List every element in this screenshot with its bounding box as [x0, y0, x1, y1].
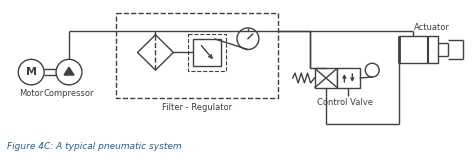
Text: M: M	[26, 67, 36, 77]
Text: Control Valve: Control Valve	[318, 98, 374, 107]
Text: Actuator: Actuator	[414, 23, 450, 32]
Circle shape	[237, 28, 259, 49]
Circle shape	[18, 59, 44, 85]
Bar	[399, 36, 438, 63]
Bar	[193, 39, 221, 66]
Bar	[188, 34, 226, 71]
Bar	[337, 68, 360, 88]
Circle shape	[56, 59, 82, 85]
Circle shape	[365, 63, 379, 77]
Text: Motor: Motor	[19, 89, 43, 98]
Text: Figure 4C: A typical pneumatic system: Figure 4C: A typical pneumatic system	[8, 142, 182, 151]
Bar	[315, 68, 337, 88]
Text: Filter - Regulator: Filter - Regulator	[162, 102, 232, 112]
Polygon shape	[64, 67, 74, 75]
Text: Compressor: Compressor	[44, 89, 94, 98]
